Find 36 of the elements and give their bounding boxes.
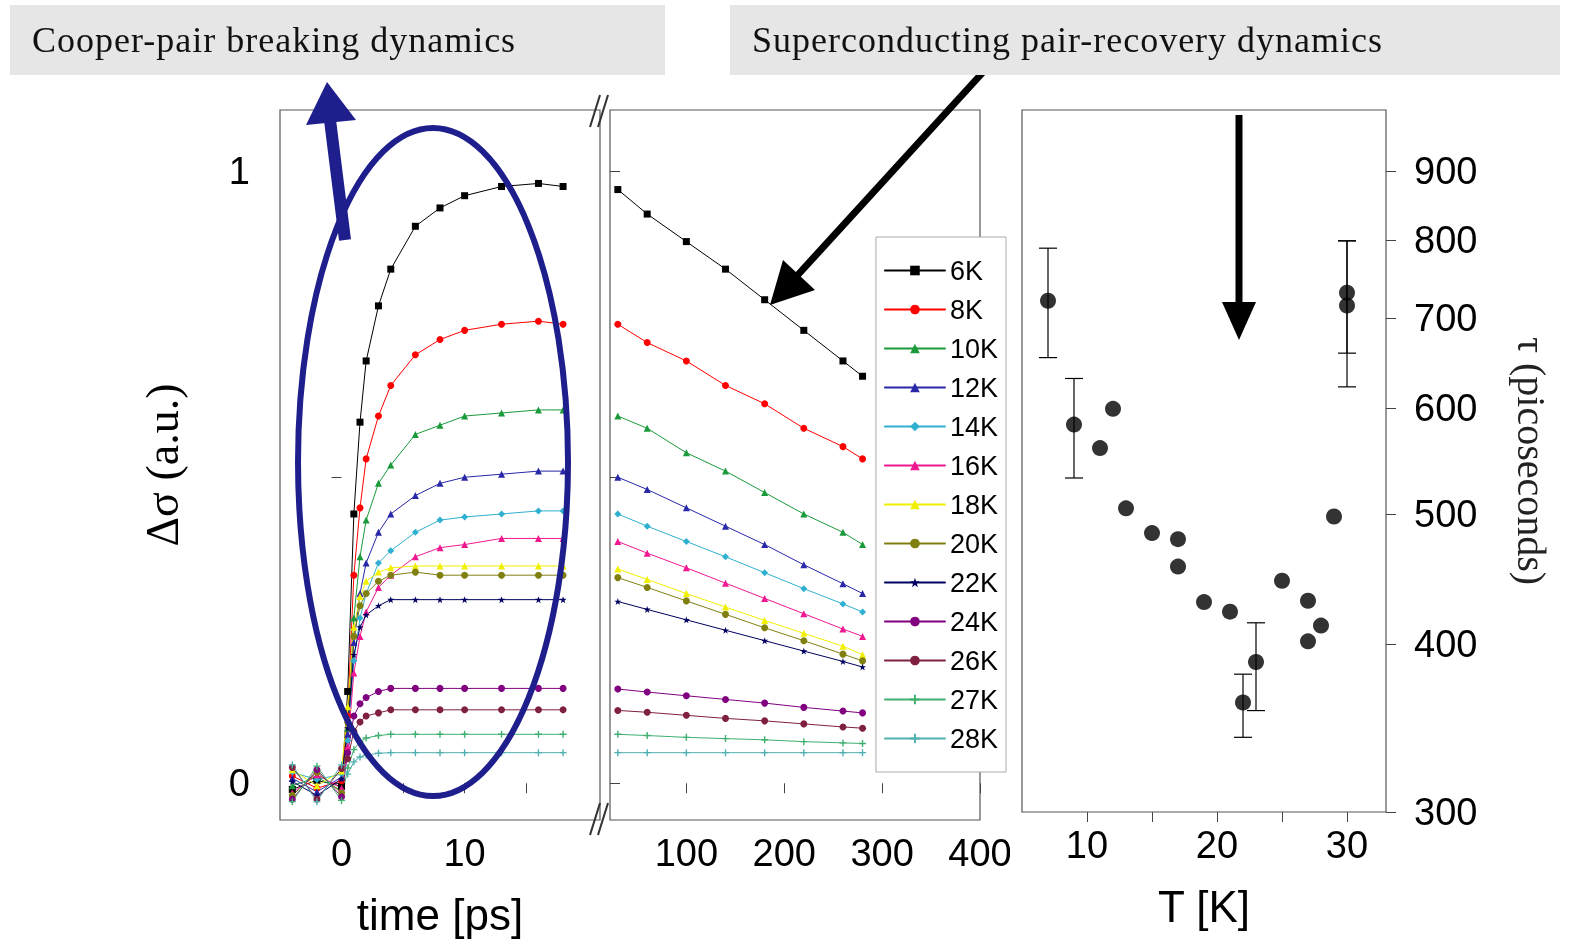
x-tick-label: 400 — [948, 832, 1012, 874]
legend-label: 22K — [949, 567, 999, 598]
y-tick-label: 700 — [1414, 296, 1478, 339]
x-tick-label: 300 — [850, 832, 914, 874]
y-tick-label: 300 — [1414, 791, 1478, 833]
text: Cooper-pair breaking dynamics — [10, 5, 665, 75]
y-axis-title: Δσ (a.u.) — [136, 383, 188, 547]
legend-label: 8K — [949, 294, 983, 325]
legend-label: 6K — [949, 255, 983, 286]
y-tick-label: 1 — [228, 150, 250, 193]
legend-label: 26K — [949, 645, 999, 676]
x-axis-title: time [ps] — [356, 889, 524, 939]
legend-label: 18K — [949, 489, 999, 520]
y-tick-label: 600 — [1414, 386, 1478, 429]
legend-label: 12K — [949, 372, 999, 403]
x-tick-label: 20 — [1195, 824, 1239, 866]
y-tick-label: 800 — [1414, 219, 1478, 262]
legend-label: 10K — [949, 333, 999, 364]
x-tick-label: 200 — [752, 832, 816, 874]
y-axis-title: τ (picoseconds) — [1508, 336, 1554, 586]
x-tick-label: 10 — [443, 832, 486, 874]
y-tick-label: 900 — [1414, 150, 1478, 193]
legend-label: 20K — [949, 528, 999, 559]
x-axis-title: T [K] — [1157, 881, 1251, 931]
y-tick-label: 500 — [1414, 493, 1478, 536]
legend-label: 16K — [949, 450, 999, 481]
x-tick-label: 100 — [654, 832, 719, 874]
legend-label: 27K — [949, 684, 999, 715]
legend-label: 28K — [949, 723, 999, 754]
legend-label: 24K — [949, 606, 999, 637]
x-tick-label: 10 — [1065, 824, 1109, 866]
legend-label: 14K — [949, 411, 999, 442]
x-tick-label: 30 — [1325, 824, 1369, 866]
x-tick-label: 0 — [330, 832, 353, 874]
text: Superconducting pair-recovery dynamics — [730, 5, 1560, 75]
y-tick-label: 400 — [1414, 623, 1478, 666]
